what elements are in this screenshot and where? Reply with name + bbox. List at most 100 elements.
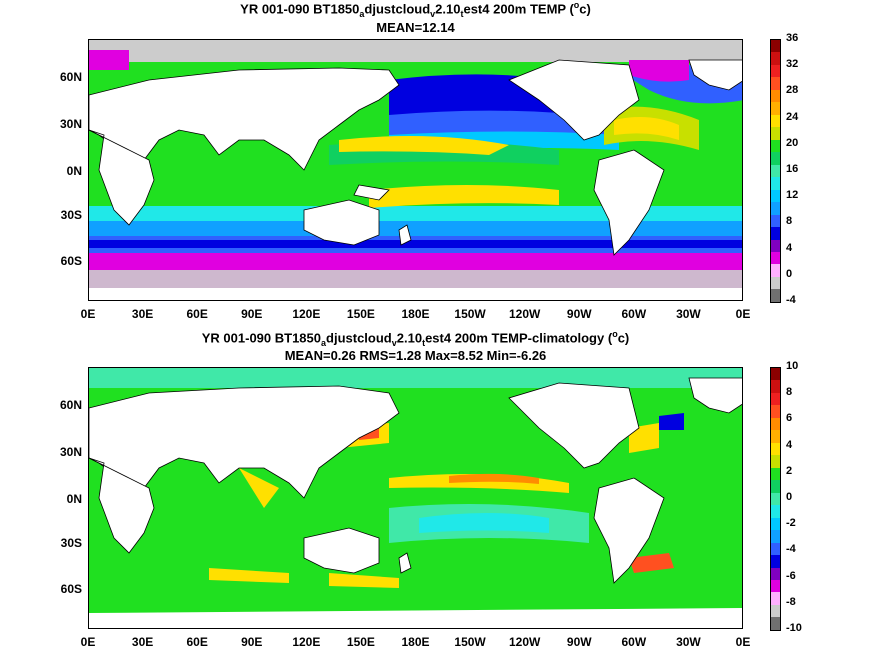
colorbar-swatch [771,517,780,531]
colorbar-swatch [771,592,780,605]
x-tick-label: 150E [346,307,375,321]
x-tick-label: 90E [241,307,263,321]
x-tick-label: 30E [131,635,154,649]
colorbar-label: 12 [786,189,799,202]
x-tick-label: 90E [241,635,263,649]
x-tick-label: 0E [80,307,96,321]
y-tick-label: 30S [60,536,82,550]
colorbar-swatch [771,214,780,228]
x-tick-label: 60E [186,635,208,649]
colorbar-swatch [771,505,780,518]
panel2-map [88,367,743,629]
colorbar-swatch [771,542,780,556]
colorbar-swatch [771,202,780,215]
colorbar-swatch [771,530,780,543]
x-tick-label: 0E [80,635,96,649]
x-tick-label: 120W [508,635,541,649]
y-tick-label: 0N [66,492,82,506]
panel2-title-line2: MEAN=0.26 RMS=1.28 Max=8.52 Min=-6.26 [284,348,547,363]
colorbar-swatch [771,617,780,630]
y-tick-label: 30N [59,445,82,459]
colorbar-label: 2 [786,464,793,477]
colorbar-label: -10 [786,622,802,634]
colorbar-swatch [771,368,780,381]
colorbar-swatch [771,442,780,456]
x-tick-label: 60W [621,307,647,321]
colorbar-swatch [771,189,780,203]
x-tick-label: 150E [346,635,375,649]
y-tick-label: 30N [59,117,82,131]
colorbar-swatch [771,567,780,580]
x-tick-label: 120E [292,635,321,649]
panel2-colorbar [770,367,781,631]
colorbar-swatch [771,251,780,265]
colorbar-swatch [771,455,780,468]
x-tick-label: 30W [676,307,701,321]
colorbar-swatch [771,579,780,593]
x-tick-label: 180E [401,307,430,321]
x-tick-label: 150W [454,635,486,649]
panel1-map [88,39,743,301]
colorbar-label: 28 [786,84,799,97]
colorbar-label: 32 [786,58,799,71]
colorbar-label: -2 [786,517,796,530]
colorbar-swatch [771,467,780,481]
colorbar-swatch [771,64,780,78]
colorbar-swatch [771,52,780,65]
y-tick-label: 0N [66,164,82,178]
x-tick-label: 150W [454,307,486,321]
colorbar-swatch [771,492,780,506]
colorbar-label: -4 [786,543,796,556]
x-tick-label: 90W [566,307,592,321]
colorbar-swatch [771,102,780,115]
y-tick-label: 60N [59,398,82,412]
colorbar-swatch [771,417,780,431]
colorbar-label: 0 [786,491,793,503]
colorbar-label: 4 [786,241,793,254]
colorbar-label: 24 [786,110,799,123]
colorbar-label: 20 [786,136,799,149]
colorbar-label: -4 [786,294,796,306]
colorbar-swatch [771,89,780,103]
x-tick-label: 60W [621,635,647,649]
colorbar-label: -6 [786,569,796,582]
x-tick-label: 90W [566,635,592,649]
colorbar-swatch [771,164,780,178]
colorbar-swatch [771,289,780,302]
colorbar-label: 6 [786,412,793,425]
colorbar-swatch [771,276,780,290]
colorbar-swatch [771,152,780,165]
x-tick-label: 120E [292,307,321,321]
panel1-title-line1: YR 001-090 BT1850adjustcloudv2.10test4 2… [240,0,591,19]
x-tick-label: 30W [676,635,701,649]
colorbar-label: 0 [786,267,793,280]
x-tick-label: 60E [186,307,208,321]
x-tick-label: 120W [508,307,541,321]
colorbar-swatch [771,604,780,618]
colorbar-swatch [771,380,780,393]
colorbar-swatch [771,40,780,53]
y-tick-label: 60S [60,582,82,596]
colorbar-swatch [771,227,780,240]
x-tick-label: 0E [735,635,751,649]
colorbar-label: -8 [786,595,796,608]
colorbar-swatch [771,392,780,406]
colorbar-label: 16 [786,163,799,175]
colorbar-label: 10 [786,360,799,372]
x-tick-label: 30E [131,307,154,321]
colorbar-swatch [771,555,780,568]
x-tick-label: 0E [735,307,751,321]
colorbar-swatch [771,139,780,153]
y-tick-label: 60N [59,70,82,84]
colorbar-swatch [771,239,780,252]
colorbar-label: 8 [786,215,793,228]
colorbar-swatch [771,480,780,493]
colorbar-swatch [771,264,780,277]
colorbar-swatch [771,77,780,90]
colorbar-swatch [771,430,780,443]
y-tick-label: 30S [60,208,82,222]
colorbar-label: 36 [786,32,799,44]
colorbar-swatch [771,405,780,418]
y-tick-label: 60S [60,254,82,268]
panel2-title-line1: YR 001-090 BT1850adjustcloudv2.10test4 2… [201,329,630,348]
